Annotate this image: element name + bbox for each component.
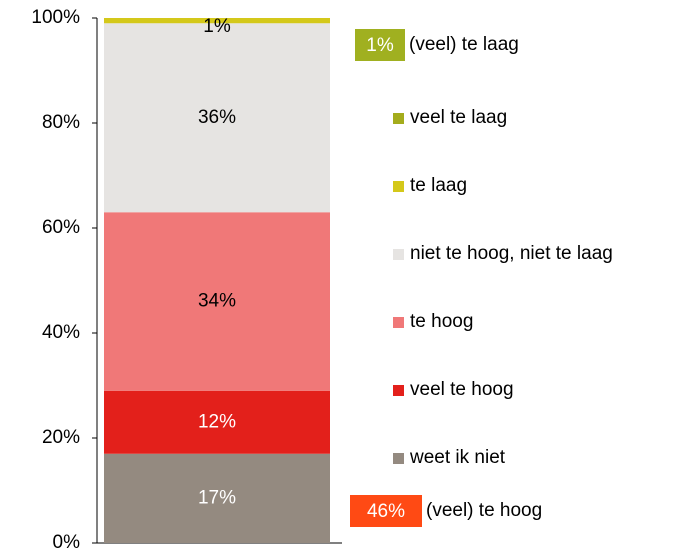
annotation-box (355, 29, 405, 61)
legend-label: niet te hoog, niet te laag (410, 243, 613, 264)
y-tick-label: 60% (42, 217, 80, 238)
y-tick-label: 40% (42, 322, 80, 343)
legend-swatch (393, 385, 404, 396)
data-label: 1% (203, 16, 231, 37)
legend-label: weet ik niet (409, 447, 506, 468)
annotation-text: (veel) te laag (409, 34, 519, 55)
annotation-value: 1% (366, 35, 394, 56)
bar-segment (104, 453, 330, 543)
legend-swatch (393, 453, 404, 464)
bar-segment (104, 18, 330, 24)
bar-segment (104, 390, 330, 454)
legend-swatch (393, 249, 404, 260)
data-label: 34% (198, 291, 236, 312)
legend-label: te hoog (410, 311, 473, 332)
legend-swatch (393, 317, 404, 328)
y-tick-label: 100% (31, 7, 80, 28)
annotation-text: (veel) te hoog (426, 500, 542, 521)
data-label: 36% (198, 107, 236, 128)
legend-label: veel te laag (410, 107, 507, 128)
data-label: 12% (198, 411, 236, 432)
bar-segment (104, 212, 330, 391)
data-label: 17% (198, 487, 236, 508)
y-tick-label: 80% (42, 112, 80, 133)
legend-swatch (393, 113, 404, 124)
legend-label: te laag (410, 175, 467, 196)
bar-segment (104, 23, 330, 213)
legend-label: veel te hoog (410, 379, 514, 400)
legend-swatch (393, 181, 404, 192)
annotation-box (350, 495, 422, 527)
y-tick-label: 20% (42, 427, 80, 448)
annotation-value: 46% (367, 501, 405, 522)
y-tick-label: 0% (53, 532, 81, 553)
